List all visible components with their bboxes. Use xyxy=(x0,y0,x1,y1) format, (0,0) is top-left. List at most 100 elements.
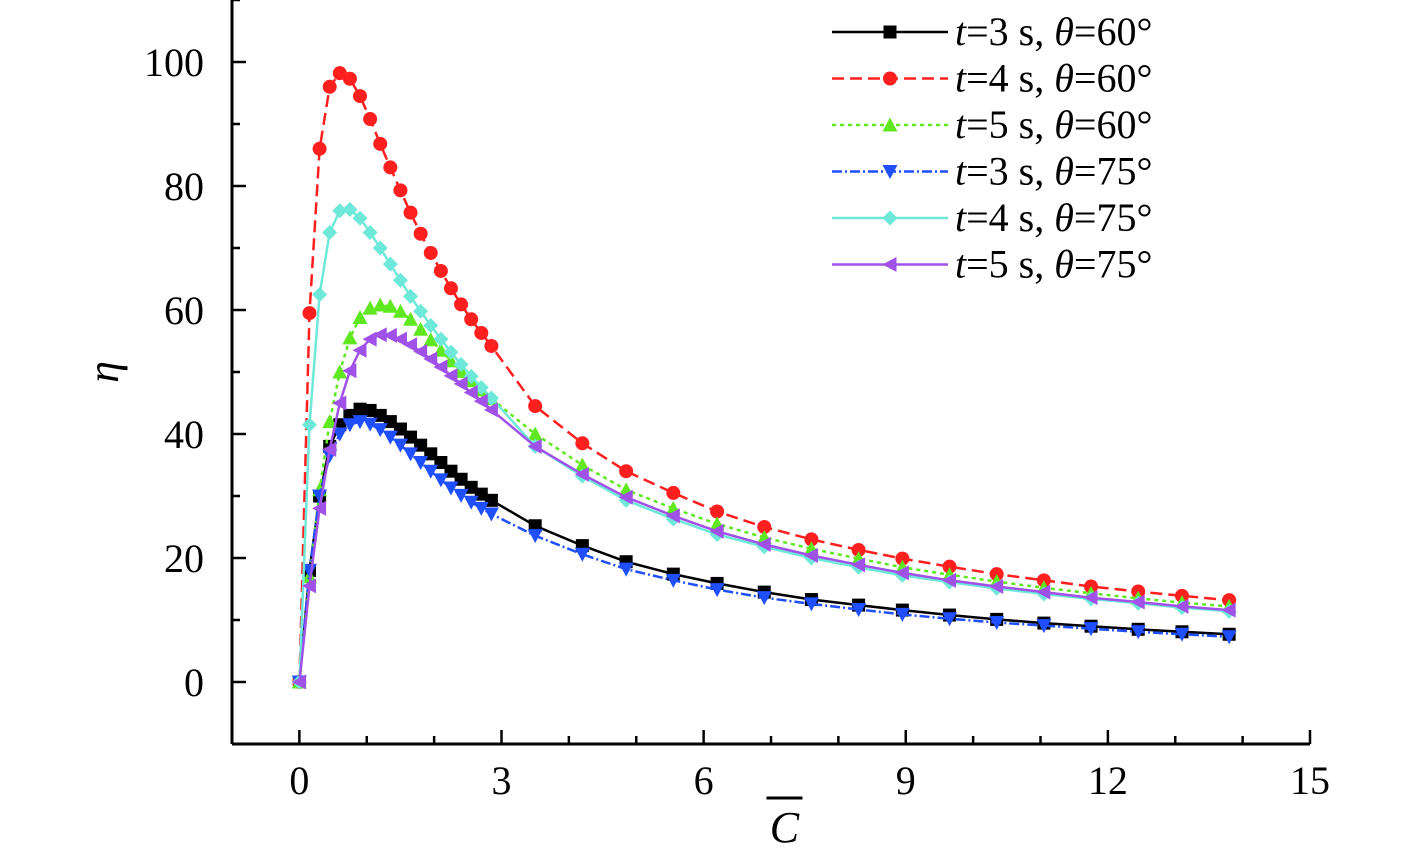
data-point-circle xyxy=(302,306,317,321)
data-point-triangle-down xyxy=(1083,622,1099,637)
data-point-triangle-left xyxy=(989,579,1004,595)
data-point-triangle-down xyxy=(942,612,958,627)
data-point-circle xyxy=(312,141,327,156)
legend-label: t=5 s, θ=60° xyxy=(955,102,1152,147)
data-point-diamond xyxy=(342,202,358,218)
data-point-triangle-down xyxy=(301,563,317,578)
data-point-triangle-down xyxy=(1036,619,1052,634)
legend-label-part: =75° xyxy=(1074,195,1153,240)
legend-label: t=4 s, θ=75° xyxy=(955,195,1152,240)
legend-label-part: θ xyxy=(1054,242,1074,287)
data-point-triangle-left xyxy=(362,331,377,347)
data-point-triangle-left xyxy=(756,536,771,552)
data-point-triangle-down xyxy=(433,473,449,488)
legend-label-part: =3 s, xyxy=(966,9,1054,54)
data-point-circle xyxy=(883,71,897,86)
legend-label-part: t xyxy=(955,56,967,101)
data-point-triangle-down xyxy=(803,597,819,612)
data-point-diamond xyxy=(372,240,388,256)
data-point-triangle-down xyxy=(413,456,429,471)
data-point-square xyxy=(393,422,407,436)
data-point-circle xyxy=(342,71,357,86)
y-tick-label: 40 xyxy=(164,412,204,457)
data-point-circle xyxy=(464,312,479,327)
legend-label-part: =75° xyxy=(1074,149,1153,194)
data-point-circle xyxy=(895,551,910,566)
data-point-triangle-left xyxy=(803,548,818,564)
data-point-circle xyxy=(373,136,388,151)
legend-item: t=4 s, θ=60° xyxy=(832,56,1152,101)
series-lines xyxy=(291,66,1237,690)
y-tick-label: 80 xyxy=(164,164,204,209)
data-point-circle xyxy=(619,464,634,479)
data-point-triangle-left xyxy=(322,442,337,457)
y-tick-label: 100 xyxy=(144,40,204,85)
data-point-triangle-down xyxy=(453,488,469,503)
data-point-circle xyxy=(413,226,428,241)
data-point-square xyxy=(474,487,488,501)
data-point-triangle-up xyxy=(382,298,398,313)
data-point-triangle-up xyxy=(527,426,543,441)
data-point-triangle-down xyxy=(403,447,419,462)
data-point-square xyxy=(484,493,498,507)
data-point-triangle-down xyxy=(392,438,408,453)
data-point-diamond xyxy=(312,287,328,302)
data-point-triangle-up xyxy=(882,117,898,132)
data-point-circle xyxy=(484,338,499,353)
data-point-triangle-left xyxy=(403,337,418,353)
data-point-triangle-left xyxy=(443,368,458,384)
data-point-diamond xyxy=(882,210,898,226)
data-point-triangle-left xyxy=(342,363,357,379)
data-point-triangle-left xyxy=(1130,594,1145,610)
x-tick-label: 15 xyxy=(1290,758,1330,803)
legend-label: t=4 s, θ=60° xyxy=(955,56,1152,101)
legend-label: t=3 s, θ=60° xyxy=(955,9,1152,54)
data-point-triangle-up xyxy=(342,330,358,345)
data-point-triangle-down xyxy=(709,583,725,598)
data-point-circle xyxy=(322,79,337,94)
data-point-triangle-left xyxy=(882,257,897,272)
data-point-triangle-left xyxy=(942,572,957,588)
data-point-triangle-left xyxy=(851,557,866,573)
data-point-circle xyxy=(710,504,725,519)
legend-label-part: =75° xyxy=(1074,242,1153,287)
data-point-triangle-left xyxy=(665,508,680,524)
legend-item: t=3 s, θ=60° xyxy=(832,9,1152,54)
data-point-circle xyxy=(353,89,368,104)
data-point-circle xyxy=(363,112,378,127)
data-point-circle xyxy=(942,559,957,574)
data-point-triangle-left xyxy=(709,523,724,539)
data-point-circle xyxy=(383,160,398,175)
data-point-square xyxy=(528,519,542,533)
legend-item: t=5 s, θ=75° xyxy=(832,242,1152,287)
data-point-circle xyxy=(528,399,543,414)
data-point-triangle-down xyxy=(463,495,479,510)
data-point-square xyxy=(353,402,367,416)
legend-label-part: θ xyxy=(1054,102,1074,147)
data-point-triangle-up xyxy=(403,311,419,326)
legend-label-part: =60° xyxy=(1074,102,1153,147)
data-point-circle xyxy=(423,245,438,260)
data-point-diamond xyxy=(362,225,378,240)
data-point-triangle-down xyxy=(882,165,898,179)
data-point-circle xyxy=(454,297,469,312)
data-point-square xyxy=(464,480,478,494)
data-point-triangle-down xyxy=(423,464,439,479)
data-point-diamond xyxy=(413,303,429,319)
data-point-square xyxy=(363,403,377,417)
data-point-triangle-up xyxy=(322,414,338,429)
legend-label-part: t xyxy=(955,242,967,287)
data-point-circle xyxy=(666,485,681,500)
data-point-triangle-down xyxy=(473,501,489,516)
y-tick-label: 20 xyxy=(164,536,204,581)
data-point-circle xyxy=(393,183,408,198)
data-point-triangle-left xyxy=(894,565,909,581)
data-point-square xyxy=(404,430,418,444)
series-4 xyxy=(291,415,1237,690)
x-tick-label: 0 xyxy=(289,758,309,803)
legend-label-part: t xyxy=(955,102,967,147)
data-point-triangle-down xyxy=(483,507,499,522)
data-point-triangle-down xyxy=(1221,630,1237,645)
data-point-triangle-left xyxy=(1221,602,1236,618)
legend-item: t=5 s, θ=60° xyxy=(832,102,1152,147)
